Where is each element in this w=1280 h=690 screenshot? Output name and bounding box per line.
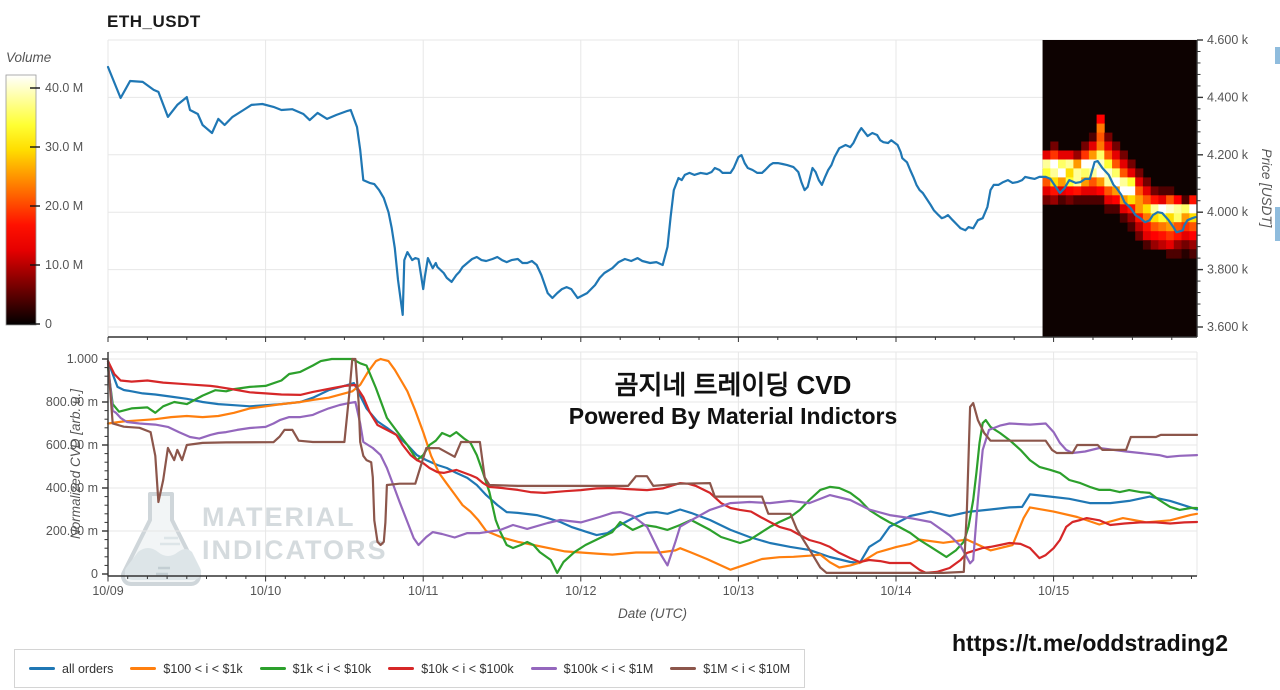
svg-text:Price [USDT]: Price [USDT] bbox=[1259, 149, 1274, 229]
page-title: ETH_USDT bbox=[107, 12, 201, 31]
legend-label-5: $1M < i < $10M bbox=[703, 661, 791, 676]
legend-swatch-2 bbox=[259, 666, 286, 671]
right-edge-marker-top[interactable] bbox=[1275, 47, 1280, 64]
telegram-url: https://t.me/oddstrading2 bbox=[952, 630, 1228, 656]
annotation-powered-by: Powered By Material Indictors bbox=[568, 402, 898, 429]
svg-text:30.0 M: 30.0 M bbox=[45, 140, 83, 154]
series-line--1k-i-10k bbox=[106, 357, 1199, 574]
legend-swatch-0 bbox=[29, 666, 55, 671]
legend-item-0[interactable]: all orders bbox=[29, 662, 113, 676]
legend-item-4[interactable]: $100k < i < $1M bbox=[530, 661, 654, 676]
svg-text:10/14: 10/14 bbox=[880, 584, 911, 598]
svg-text:10/11: 10/11 bbox=[408, 584, 438, 598]
price-chart: 4.600 k 4.400 k 4.200 k 4.000 k 3.800 k 3.600… bbox=[106, 33, 1274, 342]
right-edge-marker-bottom[interactable] bbox=[1275, 207, 1280, 241]
series-line--100-i-1k bbox=[106, 357, 1199, 571]
svg-text:4.000 k: 4.000 k bbox=[1207, 205, 1249, 219]
svg-text:10/09: 10/09 bbox=[92, 584, 123, 598]
svg-text:10/13: 10/13 bbox=[723, 584, 754, 598]
series-line--10k-i-100k bbox=[106, 360, 1199, 574]
cvd-chart: 1.000 800.00 m 600.00 m 400.00 m 200.00 m 0 10… bbox=[46, 351, 1199, 621]
svg-text:10/12: 10/12 bbox=[565, 584, 596, 598]
svg-text:200.00 m: 200.00 m bbox=[46, 524, 98, 538]
series-line--1m-i-10m bbox=[106, 357, 1199, 574]
legend-label-0: all orders bbox=[62, 661, 114, 676]
series-legend: all orders $100 < i < $1k $1k < i < $10k $1… bbox=[14, 649, 806, 688]
legend-swatch-5 bbox=[670, 666, 697, 671]
svg-text:800.00 m: 800.00 m bbox=[46, 395, 98, 409]
svg-text:Volume: Volume bbox=[6, 50, 51, 65]
svg-text:4.600 k: 4.600 k bbox=[1207, 33, 1249, 47]
legend-item-2[interactable]: $1k < i < $10k bbox=[259, 661, 372, 676]
legend-item-1[interactable]: $100 < i < $1k bbox=[130, 661, 243, 676]
svg-text:4.200 k: 4.200 k bbox=[1207, 148, 1249, 162]
series-line--100k-i-1m bbox=[106, 362, 1199, 567]
svg-text:1.000: 1.000 bbox=[67, 352, 98, 366]
legend-swatch-3 bbox=[388, 666, 415, 671]
legend-swatch-1 bbox=[130, 666, 157, 671]
svg-text:40.0 M: 40.0 M bbox=[45, 81, 83, 95]
svg-text:600.00 m: 600.00 m bbox=[46, 438, 98, 452]
svg-text:3.600 k: 3.600 k bbox=[1207, 320, 1249, 334]
svg-text:0: 0 bbox=[45, 317, 52, 331]
svg-text:Date (UTC): Date (UTC) bbox=[618, 606, 687, 621]
legend-label-2: $1k < i < $10k bbox=[292, 661, 372, 676]
svg-text:400.00 m: 400.00 m bbox=[46, 481, 98, 495]
legend-swatch-4 bbox=[530, 666, 557, 671]
svg-text:4.400 k: 4.400 k bbox=[1207, 90, 1249, 104]
volume-colorbar: Volume 40.0 M 30.0 M 20.0 M 10.0 M 0 bbox=[5, 50, 83, 331]
svg-text:0: 0 bbox=[91, 567, 98, 581]
svg-text:10/15: 10/15 bbox=[1038, 584, 1069, 598]
annotation-korean-title: 곰지네 트레이딩 CVD bbox=[614, 370, 852, 400]
legend-item-3[interactable]: $10k < i < $100k bbox=[388, 661, 514, 676]
svg-text:20.0 M: 20.0 M bbox=[45, 199, 83, 213]
legend-label-4: $100k < i < $1M bbox=[563, 661, 654, 676]
legend-label-1: $100 < i < $1k bbox=[163, 661, 243, 676]
svg-text:10.0 M: 10.0 M bbox=[45, 258, 83, 272]
chart-annotation: 곰지네 트레이딩 CVD Powered By Material Indicto… bbox=[483, 369, 983, 431]
svg-text:3.800 k: 3.800 k bbox=[1207, 263, 1249, 277]
svg-text:Normalized CVD [arb. u.]: Normalized CVD [arb. u.] bbox=[68, 388, 83, 539]
legend-label-3: $10k < i < $100k bbox=[421, 661, 514, 676]
svg-text:10/10: 10/10 bbox=[250, 584, 281, 598]
legend-item-5[interactable]: $1M < i < $10M bbox=[670, 662, 790, 676]
